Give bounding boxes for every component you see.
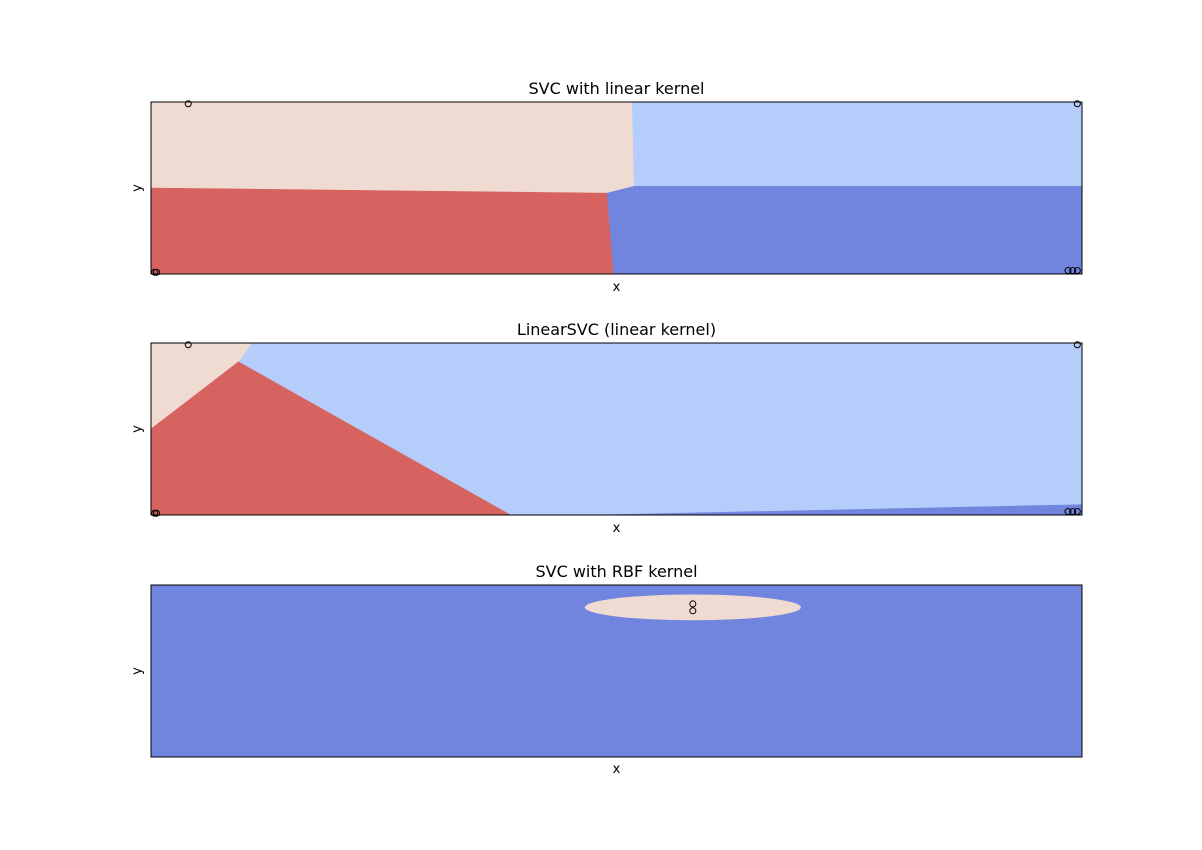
data-point bbox=[153, 509, 161, 517]
axes-frame bbox=[150, 101, 1083, 275]
decision-region-class-3 bbox=[606, 186, 1083, 275]
x-axis-label: x bbox=[613, 280, 621, 295]
data-point bbox=[151, 268, 159, 276]
y-axis-label: y bbox=[130, 667, 145, 675]
data-point bbox=[153, 268, 161, 276]
subplot-3: SVC with RBF kernel x y bbox=[130, 562, 1083, 777]
subplot-2: LinearSVC (linear kernel) x y bbox=[130, 320, 1083, 536]
decision-regions bbox=[150, 342, 1083, 516]
data-point bbox=[689, 600, 697, 608]
x-axis-label: x bbox=[613, 762, 621, 777]
chart-title: SVC with linear kernel bbox=[529, 79, 705, 98]
data-points bbox=[689, 600, 697, 615]
chart-title: SVC with RBF kernel bbox=[535, 562, 697, 581]
data-point bbox=[1073, 341, 1081, 349]
subplot-1: SVC with linear kernel x y bbox=[130, 79, 1083, 295]
chart-title: LinearSVC (linear kernel) bbox=[517, 320, 716, 339]
x-axis-label: x bbox=[613, 521, 621, 536]
data-point bbox=[1073, 100, 1081, 108]
data-point bbox=[689, 607, 697, 615]
axes-frame bbox=[150, 342, 1083, 516]
decision-regions bbox=[150, 101, 1083, 275]
y-axis-label: y bbox=[130, 184, 145, 192]
decision-region-class-0 bbox=[150, 187, 615, 275]
data-point bbox=[184, 100, 192, 108]
data-point bbox=[151, 509, 159, 517]
data-points bbox=[151, 100, 1081, 276]
data-point bbox=[184, 341, 192, 349]
y-axis-label: y bbox=[130, 425, 145, 433]
decision-region-class-2 bbox=[631, 101, 1083, 187]
decision-region-class-1 bbox=[150, 101, 635, 194]
axes-frame bbox=[150, 584, 1083, 758]
